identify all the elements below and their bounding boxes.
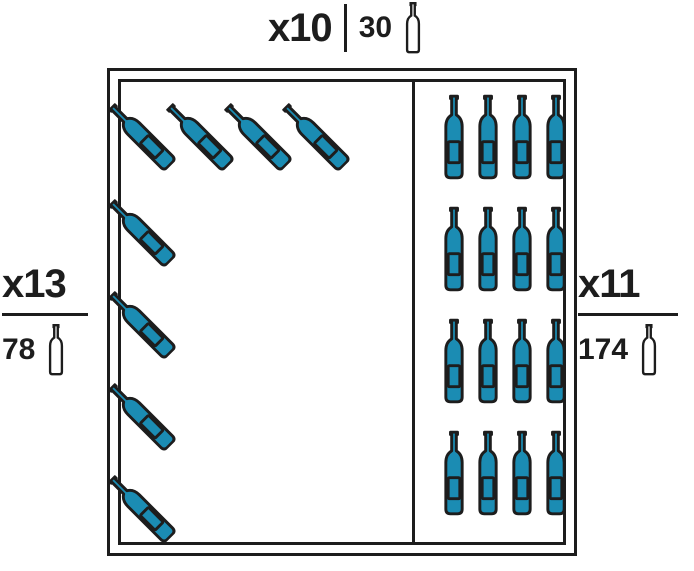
left-multiplier: x13 xyxy=(2,262,66,307)
top-count: 30 xyxy=(359,11,392,45)
bottle-icon xyxy=(474,310,502,412)
divider-vertical xyxy=(344,4,347,52)
bottle-icon xyxy=(508,86,536,188)
label-top: x10 30 xyxy=(0,2,694,54)
bottle-icon xyxy=(542,310,570,412)
vertical-divider xyxy=(412,82,415,542)
right-count-row: 174 xyxy=(578,324,662,376)
bottle-icon xyxy=(508,198,536,300)
label-right: x11 174 xyxy=(578,262,690,376)
bottle-icon xyxy=(474,422,502,524)
bottle-icon xyxy=(474,198,502,300)
left-count-row: 78 xyxy=(2,324,69,376)
bottle-icon xyxy=(440,422,468,524)
right-multiplier: x11 xyxy=(578,262,640,307)
bottle-icon xyxy=(400,2,426,54)
left-count: 78 xyxy=(2,333,35,367)
bottle-icon xyxy=(542,86,570,188)
bottle-icon xyxy=(440,310,468,412)
divider-horizontal-right xyxy=(578,313,678,316)
divider-horizontal-left xyxy=(2,313,88,316)
top-count-row: 30 xyxy=(359,2,426,54)
bottle-icon xyxy=(542,198,570,300)
bottle-icon xyxy=(508,310,536,412)
bottle-icon xyxy=(440,86,468,188)
bottle-icon xyxy=(542,422,570,524)
right-count: 174 xyxy=(578,333,628,367)
bottle-icon xyxy=(474,86,502,188)
label-left: x13 78 xyxy=(2,262,102,376)
bottle-icon xyxy=(636,324,662,376)
bottle-icon xyxy=(508,422,536,524)
top-multiplier: x10 xyxy=(268,6,332,51)
bottle-icon xyxy=(43,324,69,376)
bottle-icon xyxy=(440,198,468,300)
